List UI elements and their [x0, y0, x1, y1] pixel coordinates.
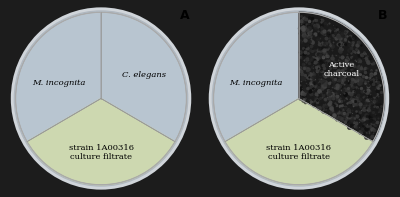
Polygon shape — [101, 12, 186, 142]
Text: strain 1A00316
culture filtrate: strain 1A00316 culture filtrate — [68, 144, 134, 161]
Polygon shape — [299, 12, 384, 142]
Text: A: A — [180, 9, 189, 22]
Polygon shape — [27, 98, 175, 185]
Text: C. elegans: C. elegans — [122, 71, 166, 79]
Text: Active
charcoal: Active charcoal — [324, 61, 360, 78]
Polygon shape — [225, 98, 373, 185]
Ellipse shape — [212, 10, 386, 187]
Ellipse shape — [11, 7, 191, 190]
Polygon shape — [16, 12, 101, 142]
Ellipse shape — [209, 7, 389, 190]
Text: M. incognita: M. incognita — [230, 79, 283, 87]
Text: M. incognita: M. incognita — [32, 79, 85, 87]
Text: B: B — [378, 9, 387, 22]
Text: strain 1A00316
culture filtrate: strain 1A00316 culture filtrate — [266, 144, 332, 161]
Polygon shape — [214, 12, 299, 142]
Ellipse shape — [14, 10, 188, 187]
